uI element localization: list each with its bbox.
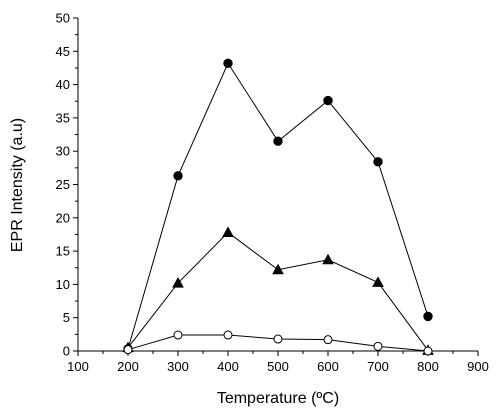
x-tick-label: 300 [167,359,189,374]
x-tick-label: 800 [417,359,439,374]
data-point [323,95,333,106]
y-axis-label: EPR Intensity (a.u) [9,118,26,252]
y-tick-label: 35 [56,110,70,125]
y-tick-label: 45 [56,44,70,59]
x-axis-label: Temperature (ºC) [217,390,339,407]
data-point [323,335,333,345]
data-point [273,136,283,146]
data-point [423,311,433,322]
series-1 [123,58,433,354]
data-point [172,277,184,288]
data-point [173,330,183,340]
data-point [272,263,284,275]
data-point [372,276,384,287]
data-point [123,345,133,355]
series-line [127,231,429,351]
x-tick-label: 200 [117,359,139,374]
y-tick-label: 10 [56,277,70,292]
y-tick-label: 5 [63,310,70,325]
x-tick-label: 100 [67,359,89,374]
x-tick-label: 900 [467,359,489,374]
series-layer [122,58,434,356]
y-tick-label: 40 [56,77,70,92]
series-line [127,62,429,350]
axes: 100 200 300 400 500 600 700 800 900 0 5 10 15 20 25 30 3… [56,11,489,375]
data-point [373,157,383,167]
y-tick-label: 50 [56,11,70,26]
y-tick-label: 20 [56,210,70,225]
data-point [222,226,234,237]
y-tick-label: 30 [56,144,70,159]
data-point [322,253,334,265]
data-point [223,330,233,340]
data-point [223,58,233,68]
series-3 [123,330,433,356]
x-tick-label: 700 [367,359,389,374]
y-tick-label: 25 [56,177,70,192]
data-point [173,171,183,181]
data-point [273,334,283,344]
x-tick-label: 500 [267,359,289,374]
y-tick-label: 15 [56,244,70,259]
data-point [423,346,433,356]
x-tick-label: 400 [217,359,239,374]
y-tick-label: 0 [63,344,70,359]
data-point [373,341,383,351]
x-tick-label: 600 [317,359,339,374]
